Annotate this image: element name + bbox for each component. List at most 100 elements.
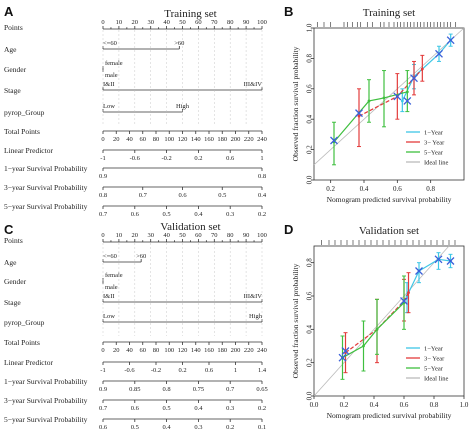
row-label-3: Stage (4, 298, 21, 307)
tick-label-8-4: 0.3 (226, 405, 234, 412)
legend-label-0: 1−Year (424, 130, 444, 137)
tick-label-5-1: 20 (113, 347, 120, 354)
panel-label-b: B (284, 4, 294, 19)
level-label-4-1: High (176, 103, 190, 110)
level-label-2-0: female (105, 272, 123, 279)
point-2-3 (405, 90, 409, 94)
y-axis-label: Observed fraction survival probability (291, 263, 300, 378)
point-1-3 (420, 67, 424, 71)
tick-label-0-6: 60 (195, 232, 202, 239)
tick-label-5-1: 20 (113, 136, 120, 143)
level-label-3-1: III&IV (244, 293, 263, 300)
tick-label-0-2: 20 (132, 19, 139, 26)
tick-label-0-1: 10 (116, 19, 123, 26)
y-tick-label-4: 0.8 (306, 258, 314, 267)
row-label-7: 1−year Survival Probability (4, 377, 88, 386)
calibration-title: Training set (363, 7, 415, 19)
tick-label-8-0: 0.7 (99, 405, 108, 412)
tick-label-6-2: -0.2 (161, 155, 171, 162)
tick-label-8-2: 0.6 (178, 192, 187, 199)
tick-label-9-2: 0.4 (163, 424, 172, 431)
calibration-training: Training set 0.2 0.4 0.6 0.8 0.0 0.2 0.4 0.6 0.8 1… (291, 7, 465, 204)
tick-label-0-3: 30 (147, 19, 154, 26)
row-label-1: Age (4, 258, 17, 267)
tick-label-5-8: 160 (204, 347, 214, 354)
tick-label-0-10: 100 (257, 232, 267, 239)
cross-marker-6 (446, 36, 455, 45)
tick-label-0-8: 80 (227, 232, 234, 239)
row-label-4: pyrop_Group (4, 108, 45, 117)
tick-label-0-7: 70 (211, 232, 218, 239)
tick-label-8-5: 0.2 (258, 405, 266, 412)
tick-label-0-0: 0 (101, 232, 104, 239)
row-label-4: pyrop_Group (4, 318, 45, 327)
level-label-2-0: female (105, 60, 123, 67)
tick-label-5-7: 140 (191, 136, 201, 143)
point-2-1 (367, 99, 371, 103)
calibration-title: Validation set (359, 225, 419, 237)
tick-label-8-0: 0.8 (99, 192, 107, 199)
row-label-0: Points (4, 23, 23, 32)
cross-marker-1 (341, 347, 350, 355)
tick-label-8-2: 0.5 (163, 405, 171, 412)
cross-marker-0 (338, 353, 347, 362)
tick-label-5-10: 200 (231, 136, 241, 143)
tick-label-0-4: 40 (163, 19, 170, 26)
x-tick-label-2: 0.4 (370, 401, 379, 409)
tick-label-6-4: 0.6 (205, 367, 214, 374)
tick-label-5-7: 140 (191, 347, 201, 354)
cross-marker-4 (410, 74, 418, 83)
tick-label-5-0: 0 (101, 136, 104, 143)
tick-label-7-0: 0.9 (99, 386, 107, 393)
tick-label-8-3: 0.5 (218, 192, 226, 199)
tick-label-5-4: 80 (153, 136, 160, 143)
tick-label-6-3: 0.2 (178, 367, 186, 374)
row-label-0: Points (4, 236, 23, 245)
tick-label-5-2: 40 (126, 347, 133, 354)
tick-label-6-2: -0.2 (151, 367, 161, 374)
point-2-1 (362, 344, 365, 348)
x-tick-label-3: 0.6 (400, 401, 409, 409)
cross-marker-2 (393, 92, 402, 101)
tick-label-0-9: 90 (243, 19, 250, 26)
level-label-2-1: male (105, 284, 118, 291)
row-label-8: 3−year Survival Probability (4, 396, 88, 405)
tick-label-5-9: 180 (217, 347, 227, 354)
x-tick-label-5: 1.0 (460, 401, 469, 409)
cross-marker-3 (415, 267, 423, 275)
level-label-4-0: Low (103, 103, 115, 110)
level-label-3-1: III&IV (244, 81, 263, 88)
row-label-5: Total Points (4, 338, 40, 347)
y-tick-label-3: 0.6 (306, 291, 314, 300)
tick-label-5-6: 120 (178, 347, 188, 354)
legend-label-1: 3− Year (424, 140, 445, 147)
row-label-7: 1−year Survival Probability (4, 164, 88, 173)
tick-label-9-4: 0.3 (226, 211, 234, 218)
tick-label-9-5: 0.1 (258, 424, 266, 431)
tick-label-9-4: 0.2 (226, 424, 234, 431)
tick-label-5-2: 40 (126, 136, 133, 143)
tick-label-5-5: 100 (164, 347, 174, 354)
nomogram-title: Training set (164, 8, 216, 20)
y-tick-label-2: 0.4 (306, 114, 314, 123)
tick-label-6-1: -0.6 (130, 155, 141, 162)
series-line-2 (333, 91, 408, 143)
x-tick-label-0: 0.2 (326, 185, 335, 193)
y-tick-label-3: 0.6 (306, 84, 314, 93)
tick-label-5-9: 180 (217, 136, 227, 143)
point-1-3 (407, 291, 410, 295)
cross-marker-3 (403, 97, 412, 105)
tick-label-9-1: 0.5 (131, 424, 139, 431)
tick-label-5-11: 220 (244, 347, 254, 354)
cross-marker-5 (446, 257, 455, 265)
legend-box (404, 126, 462, 172)
tick-label-7-2: 0.8 (163, 386, 171, 393)
tick-label-9-0: 0.6 (99, 424, 108, 431)
tick-label-0-5: 50 (179, 19, 186, 26)
ideal-line (313, 245, 450, 397)
tick-label-0-7: 70 (211, 19, 218, 26)
cross-marker-2 (400, 297, 408, 305)
tick-label-5-10: 200 (231, 347, 241, 354)
tick-label-6-5: 1 (234, 367, 237, 374)
x-tick-label-0: 0.0 (310, 401, 319, 409)
